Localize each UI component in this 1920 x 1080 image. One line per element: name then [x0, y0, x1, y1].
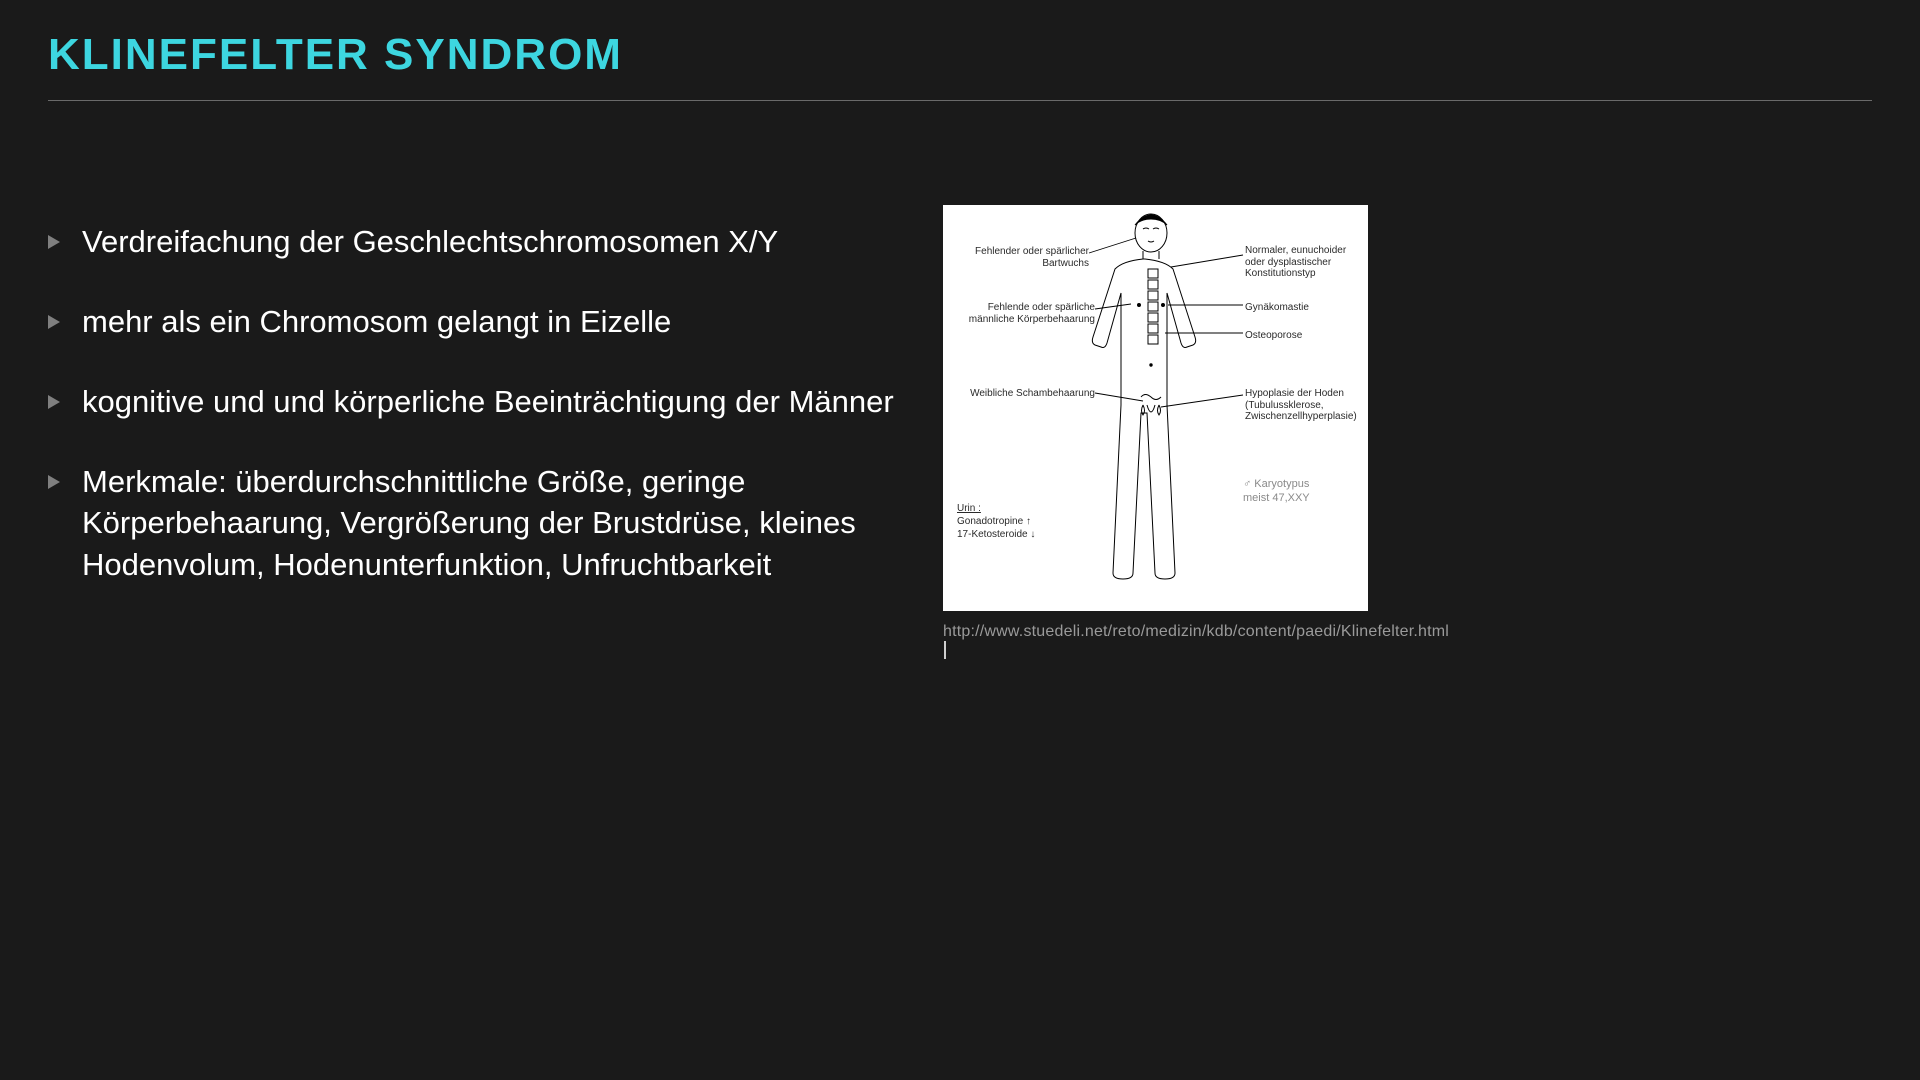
bullet-list: Verdreifachung der Geschlechtschromosome…: [48, 221, 918, 624]
diagram-karyotype-block: ♂ Karyotypus meist 47,XXY: [1243, 477, 1310, 506]
diagram-label-left: Fehlender oder spärlicher Bartwuchs: [957, 246, 1089, 269]
triangle-bullet-icon: [48, 315, 60, 329]
bullet-text: Verdreifachung der Geschlechtschromosome…: [82, 221, 778, 263]
bullet-text: mehr als ein Chromosom gelangt in Eizell…: [82, 301, 671, 343]
triangle-bullet-icon: [48, 235, 60, 249]
diagram-label-left: Fehlende oder spärliche männliche Körper…: [957, 302, 1095, 325]
caption-text: http://www.stuedeli.net/reto/medizin/kdb…: [943, 623, 1449, 640]
list-item: Verdreifachung der Geschlechtschromosome…: [48, 221, 918, 263]
figure-column: Fehlender oder spärlicher Bartwuchs Fehl…: [943, 205, 1368, 662]
list-item: kognitive und und körperliche Beeinträch…: [48, 381, 918, 423]
diagram-label-right: Normaler, eunuchoider oder dysplastische…: [1245, 245, 1363, 280]
medical-diagram: Fehlender oder spärlicher Bartwuchs Fehl…: [943, 205, 1368, 611]
slide: KLINEFELTER SYNDROM Verdreifachung der G…: [0, 0, 1920, 1080]
triangle-bullet-icon: [48, 475, 60, 489]
triangle-bullet-icon: [48, 395, 60, 409]
figure-caption: http://www.stuedeli.net/reto/medizin/kdb…: [943, 623, 1368, 662]
bullet-text: Merkmale: überdurchschnittliche Größe, g…: [82, 461, 918, 587]
diagram-label-right: Hypoplasie der Hoden (Tubulussklerose, Z…: [1245, 388, 1365, 423]
bullet-text: kognitive und und körperliche Beeinträch…: [82, 381, 894, 423]
page-title: KLINEFELTER SYNDROM: [48, 30, 1872, 101]
list-item: mehr als ein Chromosom gelangt in Eizell…: [48, 301, 918, 343]
list-item: Merkmale: überdurchschnittliche Größe, g…: [48, 461, 918, 587]
diagram-label-right: Gynäkomastie: [1245, 302, 1309, 314]
diagram-label-right: Osteoporose: [1245, 330, 1302, 342]
diagram-urin-block: Urin : Gonadotropine ↑ 17-Ketosteroide ↓: [957, 502, 1035, 541]
diagram-label-left: Weibliche Schambehaarung: [957, 388, 1095, 400]
text-cursor-icon: [944, 641, 946, 659]
